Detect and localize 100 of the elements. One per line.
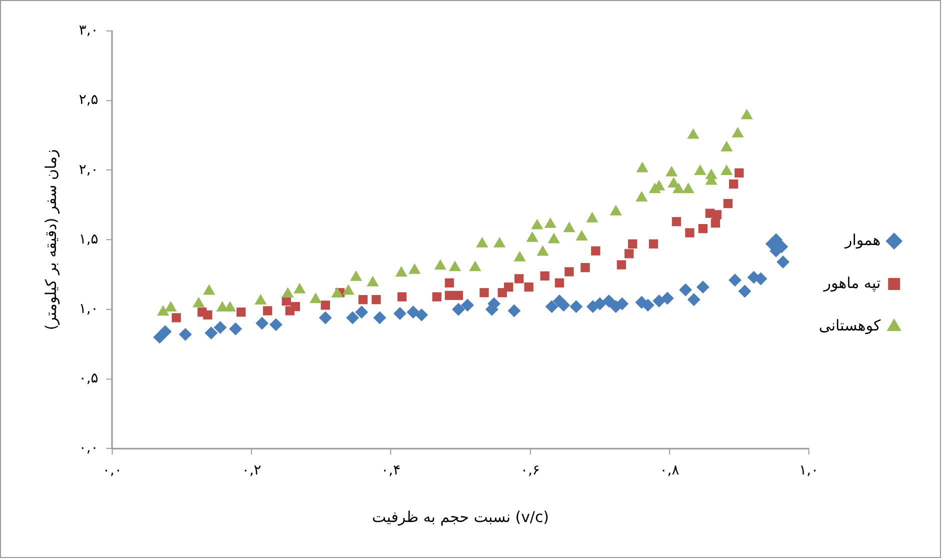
point bbox=[310, 292, 322, 304]
point bbox=[406, 306, 420, 319]
point bbox=[372, 295, 381, 304]
point bbox=[504, 282, 514, 292]
point bbox=[514, 250, 526, 262]
point bbox=[346, 311, 360, 324]
point bbox=[563, 222, 576, 232]
point bbox=[586, 212, 598, 222]
point bbox=[720, 140, 733, 152]
point bbox=[734, 168, 744, 178]
point bbox=[444, 290, 454, 300]
point bbox=[723, 198, 733, 208]
point bbox=[448, 260, 462, 272]
point bbox=[536, 245, 549, 256]
point bbox=[452, 302, 465, 316]
y-axis-title: زمان سفر (دقیقه بر کیلومتر) bbox=[42, 149, 60, 330]
point bbox=[672, 182, 685, 194]
point bbox=[178, 328, 192, 341]
point bbox=[469, 260, 482, 272]
y-tick-label: ۰,۰ bbox=[78, 440, 98, 456]
point bbox=[610, 204, 622, 216]
point bbox=[775, 240, 788, 254]
point bbox=[350, 270, 362, 281]
point bbox=[540, 271, 550, 281]
point bbox=[415, 308, 428, 322]
point bbox=[712, 210, 722, 220]
point bbox=[548, 232, 560, 244]
point bbox=[580, 263, 590, 272]
point bbox=[480, 288, 489, 298]
point bbox=[694, 164, 706, 176]
y-tick-label: ۳,۰ bbox=[78, 22, 98, 39]
point bbox=[331, 287, 344, 298]
point bbox=[685, 228, 694, 238]
point bbox=[591, 246, 600, 256]
point bbox=[545, 300, 558, 314]
point bbox=[236, 308, 246, 317]
point bbox=[554, 278, 564, 288]
y-tick-label: ۱,۵ bbox=[78, 231, 98, 248]
point bbox=[514, 274, 524, 284]
point bbox=[203, 310, 212, 320]
point bbox=[679, 283, 692, 296]
point bbox=[508, 304, 521, 318]
point bbox=[358, 295, 368, 304]
point bbox=[373, 311, 386, 324]
point bbox=[557, 298, 570, 312]
legend-label: تپه ماهور bbox=[822, 274, 881, 292]
x-axis-title: نسبت حجم به ظرفیت (v/c) bbox=[372, 508, 550, 526]
legend-label: هموار bbox=[844, 231, 881, 250]
point bbox=[740, 108, 753, 120]
point bbox=[395, 266, 408, 277]
x-tick-label: ۰,۲ bbox=[242, 462, 262, 479]
point bbox=[318, 311, 332, 324]
point bbox=[666, 166, 678, 176]
point bbox=[628, 239, 638, 248]
point bbox=[282, 287, 294, 298]
point bbox=[204, 326, 218, 340]
point bbox=[602, 294, 616, 308]
point bbox=[576, 230, 588, 240]
point bbox=[493, 236, 506, 248]
point bbox=[570, 300, 583, 314]
point bbox=[214, 320, 227, 334]
point bbox=[672, 217, 682, 226]
point bbox=[263, 306, 272, 316]
point bbox=[687, 128, 700, 139]
point bbox=[660, 292, 674, 305]
point bbox=[408, 263, 421, 274]
point bbox=[393, 307, 406, 320]
point bbox=[616, 260, 626, 270]
point bbox=[172, 313, 181, 322]
x-tick-label: ۰,۸ bbox=[660, 462, 680, 479]
point bbox=[397, 292, 407, 302]
point bbox=[696, 280, 710, 294]
y-tick-label: ۲,۵ bbox=[78, 92, 98, 108]
point bbox=[652, 294, 666, 308]
point bbox=[636, 162, 648, 172]
point bbox=[444, 278, 454, 288]
point bbox=[564, 267, 574, 276]
point bbox=[269, 318, 282, 332]
point bbox=[256, 316, 268, 330]
point bbox=[698, 224, 708, 234]
point bbox=[454, 290, 464, 300]
x-tick-label: ۰,۰ bbox=[102, 462, 122, 479]
point bbox=[593, 297, 606, 310]
point bbox=[290, 302, 300, 312]
point bbox=[624, 249, 634, 258]
x-tick-label: ۰,۴ bbox=[381, 462, 401, 479]
point bbox=[434, 259, 446, 270]
point bbox=[526, 231, 538, 242]
point bbox=[531, 218, 544, 230]
point bbox=[461, 298, 474, 312]
point bbox=[687, 293, 700, 306]
point bbox=[616, 297, 629, 310]
point bbox=[738, 284, 752, 298]
y-tick-label: ۱,۰ bbox=[78, 300, 98, 317]
y-tick-label: ۲,۰ bbox=[78, 162, 98, 178]
point bbox=[770, 233, 783, 246]
point bbox=[524, 282, 534, 292]
point bbox=[641, 298, 654, 312]
legend-label: کوهستانی bbox=[818, 316, 882, 335]
y-tick-label: ۰,۵ bbox=[78, 370, 98, 387]
